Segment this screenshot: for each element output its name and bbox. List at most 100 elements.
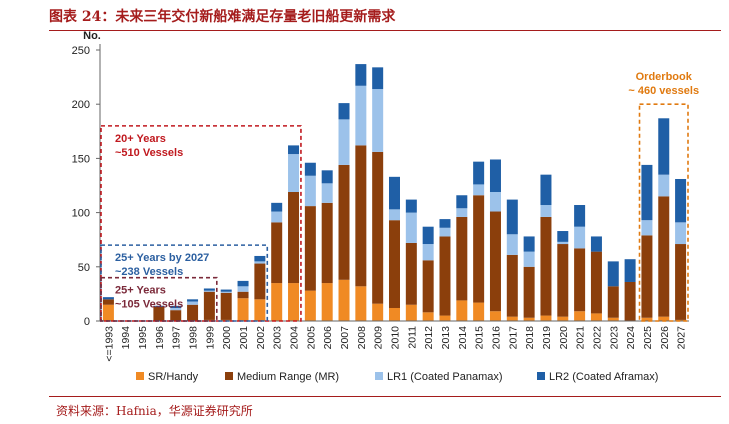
bar-segment <box>170 307 182 311</box>
x-tick-label: 1995 <box>137 326 149 350</box>
legend-swatch <box>136 372 144 380</box>
legend-swatch <box>375 372 383 380</box>
bar-segment <box>220 289 232 292</box>
bar-segment <box>641 235 653 318</box>
x-tick-label: 2025 <box>642 326 654 350</box>
bar-segment <box>557 241 569 245</box>
bar-segment <box>304 162 316 176</box>
bar-segment <box>641 317 653 321</box>
bar-segment <box>439 219 451 228</box>
bar-segment <box>321 170 333 184</box>
y-axis-label: No. <box>83 30 101 42</box>
bar-segment <box>389 209 400 221</box>
x-tick-label: 2026 <box>659 326 671 350</box>
x-tick-label: 2022 <box>591 326 603 350</box>
bar-segment <box>254 255 266 262</box>
y-tick-label: 200 <box>72 99 90 111</box>
bar-segment <box>187 304 199 321</box>
bar-segment <box>489 192 501 212</box>
legend-label: Medium Range (MR) <box>237 371 339 383</box>
annotation-label: ~ 460 vessels <box>628 85 699 97</box>
annotation-box <box>100 276 218 322</box>
title-rule <box>49 30 721 31</box>
bar-segment <box>523 251 535 267</box>
bar-segment <box>338 279 350 321</box>
bar-segment <box>439 236 451 316</box>
bar-segment <box>557 231 569 242</box>
bar-segment <box>456 195 468 209</box>
bar-segment <box>304 175 316 207</box>
annotation-box <box>100 125 302 322</box>
bar-segment <box>187 301 199 305</box>
bar-segment <box>338 164 350 280</box>
y-tick-label: 50 <box>78 262 90 274</box>
x-tick-label: 2009 <box>373 326 385 350</box>
bar-segment <box>675 244 687 320</box>
y-tick-label: 100 <box>72 208 90 220</box>
bar-segment <box>203 288 215 291</box>
bar-segment <box>624 259 636 282</box>
x-tick-label: 2020 <box>558 326 570 350</box>
bar-segment <box>473 184 485 196</box>
legend-label: LR2 (Coated Aframax) <box>549 371 658 383</box>
y-tick-label: 250 <box>72 45 90 57</box>
bar-segment <box>456 208 468 217</box>
bar-segment <box>506 316 518 321</box>
annotation-box <box>638 103 689 322</box>
x-tick-label: <=1993 <box>103 326 115 362</box>
bar-segment <box>102 297 114 300</box>
annotation-label: ~105 Vessels <box>115 299 183 311</box>
bar-segment <box>590 251 602 314</box>
bar-segment <box>489 159 501 193</box>
bar-segment <box>506 234 518 255</box>
y-tick-label: 150 <box>72 153 90 165</box>
bar-segment <box>489 211 501 312</box>
bar-segment <box>254 261 266 264</box>
x-tick-label: 2005 <box>305 326 317 350</box>
bar-segment <box>607 317 619 321</box>
y-tick-label: 0 <box>84 316 90 328</box>
bar-segment <box>607 261 619 287</box>
bar-segment <box>607 286 619 318</box>
annotation-label: ~238 Vessels <box>115 266 183 278</box>
x-tick-label: 2001 <box>238 326 250 350</box>
bar-segment <box>675 178 687 223</box>
source-note: 资料来源：Hafnia，华源证券研究所 <box>56 404 253 418</box>
x-tick-label: 2027 <box>676 326 688 350</box>
bar-segment <box>658 316 670 321</box>
x-tick-label: 2000 <box>221 326 233 350</box>
bar-segment <box>422 312 434 321</box>
bar-segment <box>523 236 535 252</box>
bar-segment <box>540 174 552 206</box>
bar-segment <box>304 290 316 321</box>
bar-segment <box>557 244 569 317</box>
x-tick-label: 1997 <box>171 326 183 350</box>
bar-segment <box>557 316 569 321</box>
bar-segment <box>574 248 586 312</box>
bar-segment <box>389 176 400 210</box>
legend-swatch <box>537 372 545 380</box>
x-tick-label: 1998 <box>188 326 200 350</box>
bar-segment <box>574 226 586 249</box>
bar-segment <box>641 220 653 236</box>
bar-segment <box>338 103 350 120</box>
bar-segment <box>220 292 232 320</box>
annotation-label: ~510 Vessels <box>115 147 183 159</box>
annotation-label: Orderbook <box>636 71 693 83</box>
bar-segment <box>203 291 215 320</box>
bar-segment <box>237 286 249 292</box>
bar-segment <box>523 317 535 321</box>
bar-segment <box>624 281 636 321</box>
bar-segment <box>288 145 300 155</box>
x-tick-label: 1996 <box>154 326 166 350</box>
bar-segment <box>405 199 417 213</box>
x-tick-label: 2006 <box>322 326 334 350</box>
x-tick-label: 2024 <box>625 326 637 350</box>
bar-segment <box>237 298 249 321</box>
bar-segment <box>338 119 350 165</box>
x-tick-label: 2004 <box>289 326 301 350</box>
bar-segment <box>658 174 670 197</box>
bar-segment <box>506 199 518 235</box>
bar-segment <box>220 291 232 293</box>
bar-segment <box>489 311 501 321</box>
